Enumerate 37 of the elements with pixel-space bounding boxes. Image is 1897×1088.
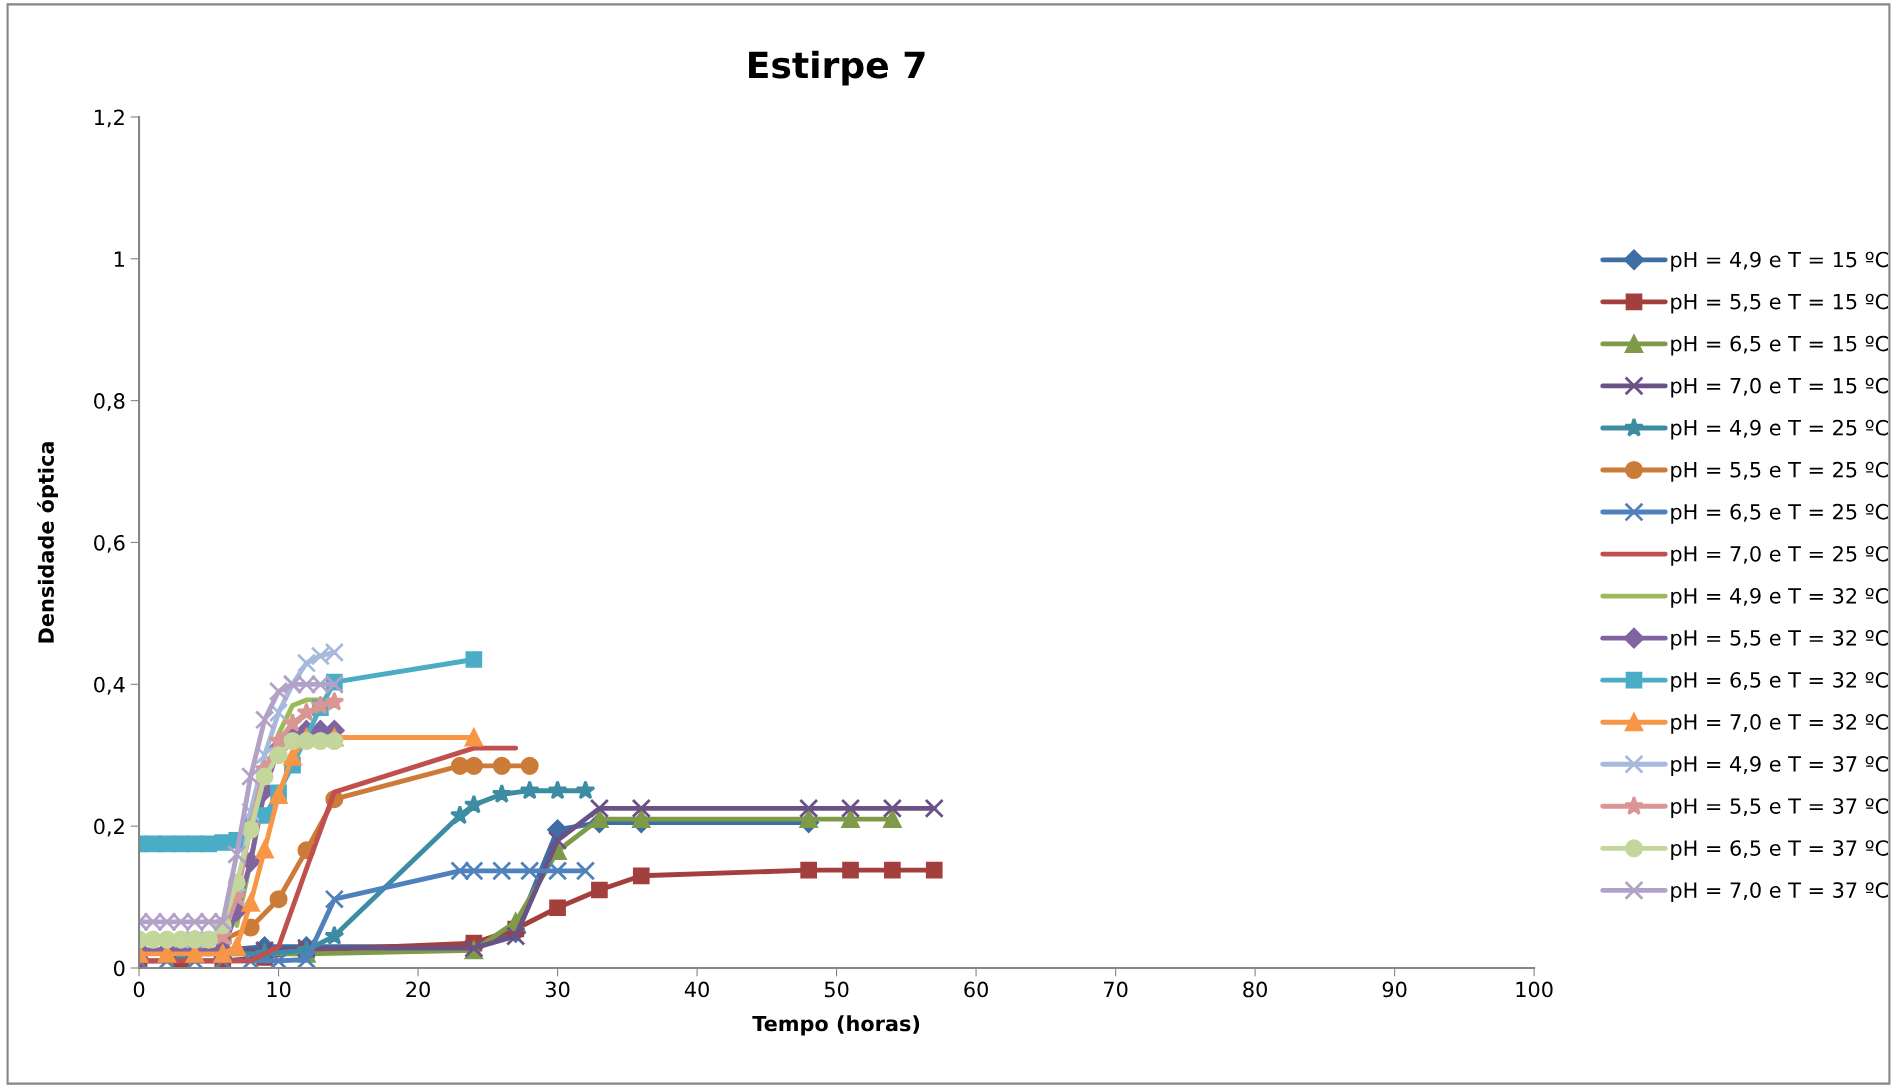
x-axis-title: Tempo (horas) — [752, 1015, 920, 1036]
x-tick-label: 20 — [406, 981, 430, 998]
legend-label: pH = 4,9 e T = 25 ºC — [1671, 419, 1888, 440]
y-tick-label: 0,2 — [94, 818, 124, 837]
x-tick-label: 100 — [1516, 981, 1553, 998]
legend-label: pH = 4,9 e T = 15 ºC — [1671, 251, 1888, 272]
legend-label: pH = 4,9 e T = 37 ºC — [1671, 756, 1888, 776]
chart-title: Estirpe 7 — [749, 50, 925, 86]
legend-label: pH = 7,0 e T = 15 ºC — [1671, 377, 1888, 398]
legend-label: pH = 6,5 e T = 25 ºC — [1671, 503, 1888, 524]
y-tick-label: 1 — [114, 251, 124, 267]
legend-label: pH = 5,5 e T = 32 ºC — [1671, 629, 1888, 650]
y-tick-label: 0,4 — [94, 676, 125, 695]
x-tick-label: 40 — [684, 981, 709, 998]
legend-label: pH = 6,5 e T = 32 ºC — [1671, 672, 1888, 692]
x-tick-label: 90 — [1382, 981, 1407, 998]
x-tick-label: 50 — [824, 981, 849, 998]
legend-label: pH = 5,5 e T = 25 ºC — [1671, 461, 1888, 482]
legend-label: pH = 5,5 e T = 15 ºC — [1671, 293, 1888, 314]
x-tick-label: 60 — [964, 981, 988, 998]
x-tick-label: 70 — [1104, 981, 1128, 998]
legend-label: pH = 7,0 e T = 37 ºC — [1671, 882, 1888, 902]
y-axis-title: Densidade óptica — [37, 442, 58, 643]
legend-label: pH = 6,5 e T = 37 ºC — [1671, 840, 1888, 860]
y-tick-label: 0,8 — [94, 393, 125, 411]
legend-label: pH = 7,0 e T = 32 ºC — [1671, 714, 1888, 734]
y-tick-label: 0,6 — [94, 534, 125, 553]
legend-label: pH = 6,5 e T = 15 ºC — [1671, 335, 1888, 356]
x-tick-label: 80 — [1243, 981, 1267, 998]
x-tick-label: 0 — [133, 981, 145, 998]
y-tick-label: 1,2 — [95, 109, 124, 128]
x-tick-label: 10 — [267, 981, 291, 998]
legend-label: pH = 7,0 e T = 25 ºC — [1671, 545, 1888, 566]
y-tick-label: 0 — [113, 960, 125, 977]
legend-label: pH = 5,5 e T = 37 ºC — [1671, 798, 1888, 818]
x-tick-label: 30 — [545, 981, 570, 998]
legend-label: pH = 4,9 e T = 32 ºC — [1671, 587, 1888, 608]
